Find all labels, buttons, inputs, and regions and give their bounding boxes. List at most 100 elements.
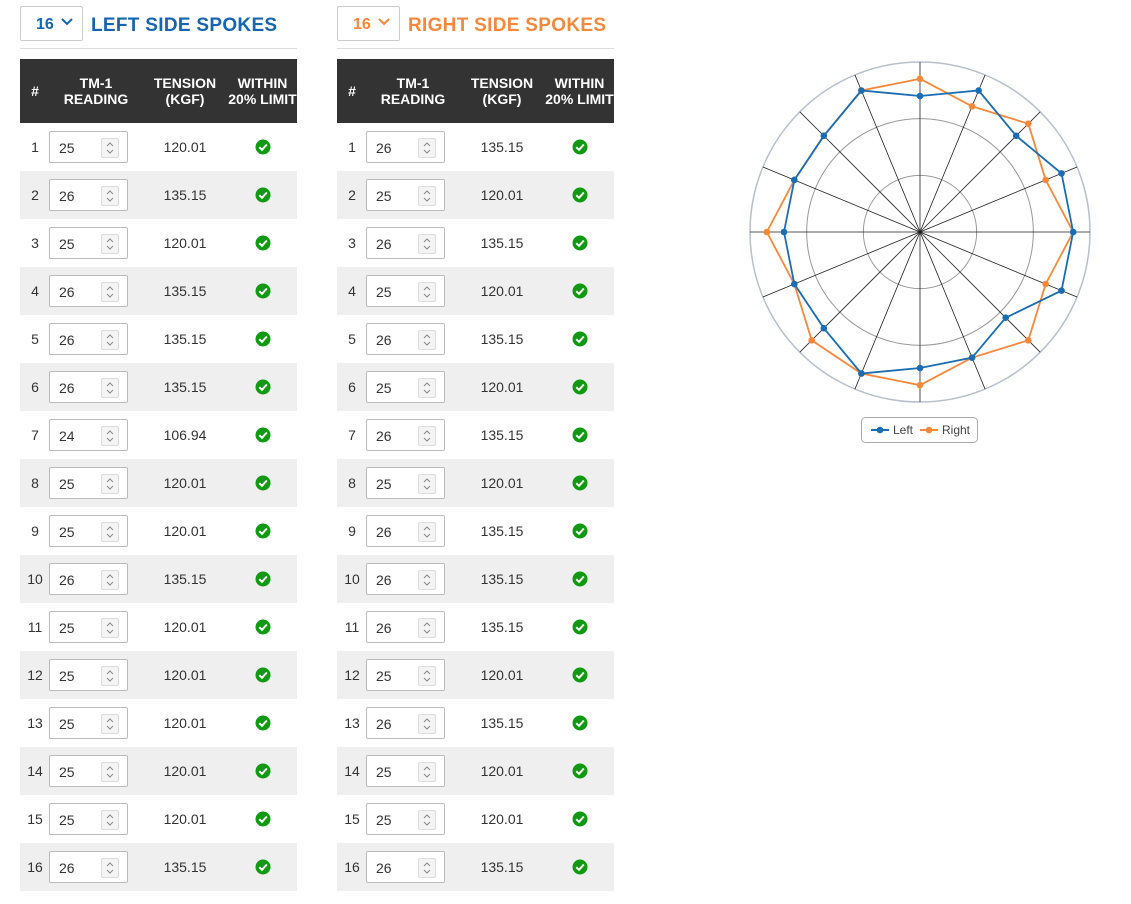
tension-value: 135.15 bbox=[480, 619, 524, 635]
spinner[interactable] bbox=[418, 474, 436, 494]
reading-input[interactable]: 26 bbox=[366, 419, 445, 451]
tension-value: 135.15 bbox=[480, 523, 524, 539]
reading-input[interactable]: 26 bbox=[49, 371, 128, 403]
reading-input[interactable]: 26 bbox=[366, 851, 445, 883]
reading-input[interactable]: 25 bbox=[49, 467, 128, 499]
spinner[interactable] bbox=[418, 762, 436, 782]
spinner[interactable] bbox=[101, 618, 119, 638]
reading-input[interactable]: 25 bbox=[49, 227, 128, 259]
spinner[interactable] bbox=[101, 570, 119, 590]
limit-cell bbox=[545, 331, 614, 347]
reading-input[interactable]: 26 bbox=[366, 515, 445, 547]
reading-value: 25 bbox=[376, 284, 392, 300]
spinner[interactable] bbox=[101, 378, 119, 398]
reading-input[interactable]: 25 bbox=[49, 611, 128, 643]
reading-input[interactable]: 26 bbox=[49, 275, 128, 307]
reading-value: 26 bbox=[59, 860, 75, 876]
limit-cell bbox=[228, 475, 297, 491]
reading-input[interactable]: 25 bbox=[49, 515, 128, 547]
spinner[interactable] bbox=[101, 810, 119, 830]
limit-cell bbox=[228, 715, 297, 731]
spinner[interactable] bbox=[418, 810, 436, 830]
reading-input[interactable]: 25 bbox=[366, 275, 445, 307]
spinner[interactable] bbox=[101, 234, 119, 254]
spinner[interactable] bbox=[418, 330, 436, 350]
series-point bbox=[975, 87, 982, 94]
spinner[interactable] bbox=[101, 186, 119, 206]
tension-value: 120.01 bbox=[163, 763, 207, 779]
reading-input[interactable]: 26 bbox=[49, 323, 128, 355]
check-icon bbox=[572, 523, 587, 539]
reading-value: 26 bbox=[376, 620, 392, 636]
reading-input[interactable]: 25 bbox=[49, 755, 128, 787]
spinner[interactable] bbox=[101, 282, 119, 302]
spoke-number: 1 bbox=[31, 139, 39, 155]
tension-value: 120.01 bbox=[163, 715, 207, 731]
spinner[interactable] bbox=[418, 186, 436, 206]
spinner[interactable] bbox=[101, 522, 119, 542]
spinner[interactable] bbox=[418, 618, 436, 638]
header-cell: WITHIN 20% LIMIT bbox=[228, 75, 297, 107]
spinner[interactable] bbox=[101, 138, 119, 158]
table-row: 1 26 135.15 bbox=[337, 123, 614, 171]
reading-input[interactable]: 25 bbox=[366, 467, 445, 499]
spoke-count-select[interactable]: 16 bbox=[20, 6, 83, 41]
spinner[interactable] bbox=[101, 426, 119, 446]
spinner[interactable] bbox=[101, 474, 119, 494]
check-icon bbox=[255, 619, 270, 635]
reading-input[interactable]: 25 bbox=[366, 803, 445, 835]
spinner-arrows bbox=[106, 430, 114, 442]
spinner[interactable] bbox=[418, 522, 436, 542]
spinner[interactable] bbox=[418, 570, 436, 590]
reading-input[interactable]: 25 bbox=[366, 659, 445, 691]
spoke-axis bbox=[919, 231, 1078, 298]
reading-input[interactable]: 26 bbox=[49, 563, 128, 595]
reading-cell: 25 bbox=[49, 467, 142, 499]
spinner[interactable] bbox=[418, 714, 436, 734]
reading-input[interactable]: 25 bbox=[366, 371, 445, 403]
reading-input[interactable]: 25 bbox=[49, 659, 128, 691]
reading-input[interactable]: 25 bbox=[366, 179, 445, 211]
spinner[interactable] bbox=[418, 282, 436, 302]
spinner[interactable] bbox=[418, 378, 436, 398]
spoke-number: 13 bbox=[27, 715, 43, 731]
table-body: 1 26 135.15 2 25 120.01 3 26 135.15 4 25 120.01 5 26 1… bbox=[337, 123, 614, 891]
reading-input[interactable]: 25 bbox=[49, 131, 128, 163]
spinner[interactable] bbox=[101, 666, 119, 686]
tension-value: 120.01 bbox=[480, 475, 524, 491]
reading-cell: 25 bbox=[366, 659, 459, 691]
spoke-count-select[interactable]: 16 bbox=[337, 6, 400, 41]
spoke-axis bbox=[799, 231, 921, 353]
reading-cell: 26 bbox=[366, 323, 459, 355]
reading-input[interactable]: 25 bbox=[366, 755, 445, 787]
reading-input[interactable]: 26 bbox=[366, 707, 445, 739]
spinner[interactable] bbox=[101, 714, 119, 734]
spoke-number: 15 bbox=[344, 811, 360, 827]
reading-input[interactable]: 25 bbox=[49, 803, 128, 835]
series-point bbox=[916, 381, 924, 389]
spinner[interactable] bbox=[101, 330, 119, 350]
spinner[interactable] bbox=[418, 858, 436, 878]
table-row: 7 24 106.94 bbox=[20, 411, 297, 459]
reading-input[interactable]: 26 bbox=[49, 179, 128, 211]
table-row: 2 26 135.15 bbox=[20, 171, 297, 219]
spinner[interactable] bbox=[418, 666, 436, 686]
spinner[interactable] bbox=[418, 426, 436, 446]
spoke-number: 6 bbox=[31, 379, 39, 395]
spinner[interactable] bbox=[418, 138, 436, 158]
limit-cell bbox=[228, 763, 297, 779]
spoke-number: 9 bbox=[348, 523, 356, 539]
reading-input[interactable]: 26 bbox=[366, 563, 445, 595]
reading-input[interactable]: 26 bbox=[366, 611, 445, 643]
spoke-number: 14 bbox=[344, 763, 360, 779]
spinner[interactable] bbox=[101, 858, 119, 878]
reading-input[interactable]: 26 bbox=[49, 851, 128, 883]
reading-input[interactable]: 25 bbox=[49, 707, 128, 739]
reading-input[interactable]: 26 bbox=[366, 227, 445, 259]
spinner[interactable] bbox=[101, 762, 119, 782]
reading-input[interactable]: 26 bbox=[366, 323, 445, 355]
reading-input[interactable]: 26 bbox=[366, 131, 445, 163]
series-point bbox=[763, 228, 771, 236]
spinner[interactable] bbox=[418, 234, 436, 254]
reading-input[interactable]: 24 bbox=[49, 419, 128, 451]
